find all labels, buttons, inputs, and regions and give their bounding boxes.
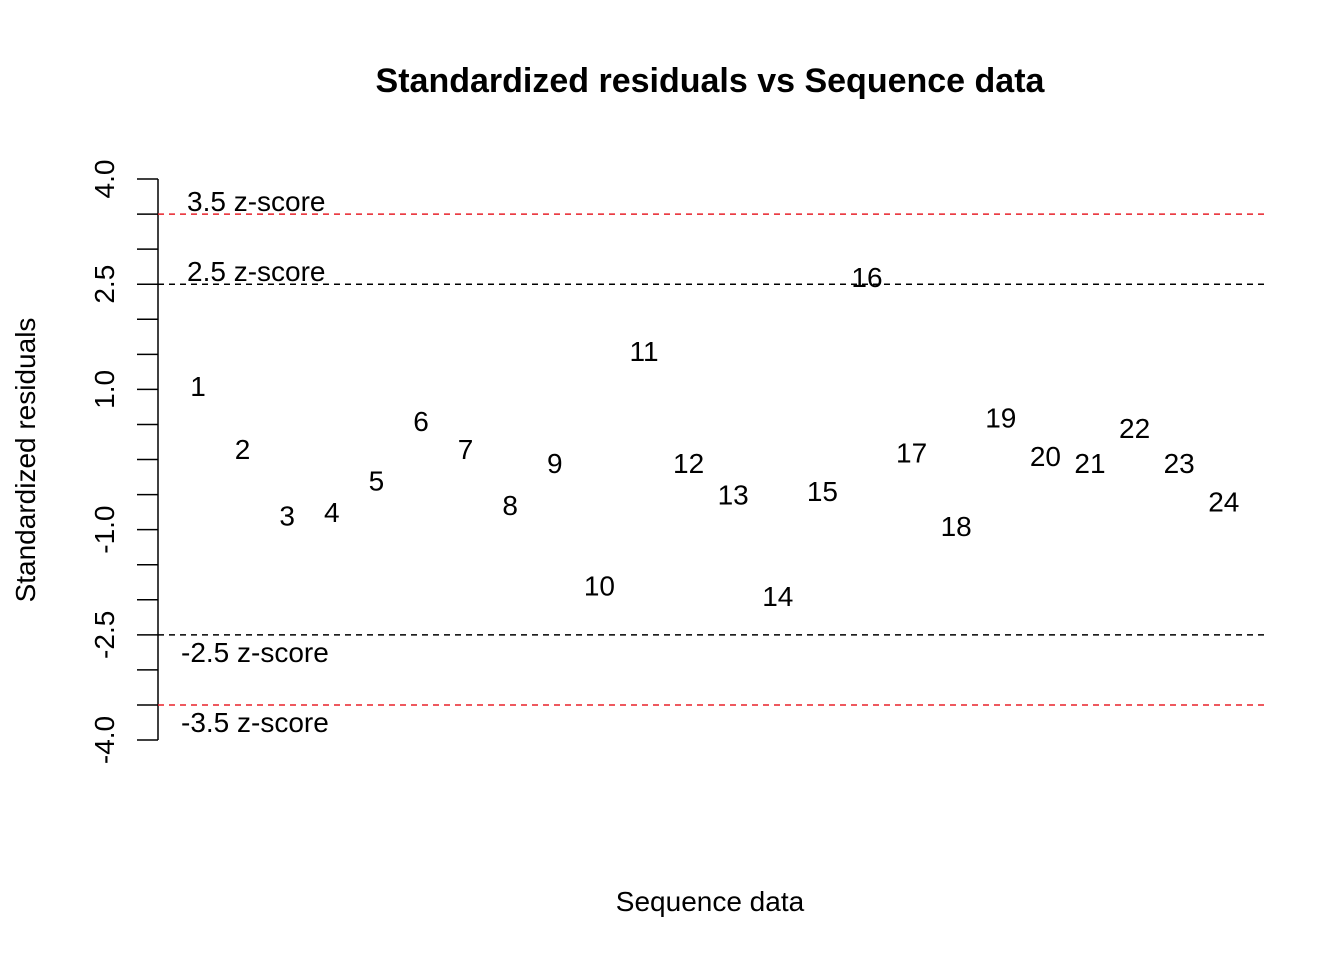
point-label: 23 (1164, 448, 1195, 479)
point-label: 12 (673, 448, 704, 479)
y-tick-label: 4.0 (89, 160, 120, 199)
reference-line-label: 2.5 z-score (187, 256, 326, 287)
point-label: 10 (584, 571, 615, 602)
point-label: 11 (629, 336, 658, 367)
y-tick-label: -1.0 (89, 506, 120, 554)
point-label: 13 (718, 480, 749, 511)
y-tick-label: 1.0 (89, 370, 120, 409)
y-tick-label: 2.5 (89, 265, 120, 304)
point-label: 5 (369, 466, 385, 497)
point-label: 6 (413, 406, 429, 437)
point-label: 24 (1208, 487, 1239, 518)
point-label: 20 (1030, 441, 1061, 472)
reference-line-label: 3.5 z-score (187, 186, 326, 217)
point-label: 19 (985, 402, 1016, 433)
point-label: 14 (762, 581, 793, 612)
point-label: 17 (896, 437, 927, 468)
point-label: 22 (1119, 413, 1150, 444)
reference-line-label: -2.5 z-score (181, 637, 329, 668)
point-label: 21 (1074, 448, 1105, 479)
point-label: 18 (941, 511, 972, 542)
reference-line-label: -3.5 z-score (181, 707, 329, 738)
y-axis: 4.0 2.5 1.0 -1.0 -2.5 -4.0 (89, 160, 159, 764)
x-axis-label: Sequence data (616, 886, 805, 917)
y-tick-label: -4.0 (89, 716, 120, 764)
point-label: 4 (324, 497, 340, 528)
point-label: 3 (279, 501, 295, 532)
point-label: 9 (547, 448, 563, 479)
chart-title: Standardized residuals vs Sequence data (376, 62, 1046, 100)
point-label: 2 (235, 434, 251, 465)
y-axis-label: Standardized residuals (10, 318, 41, 603)
point-label: 16 (851, 262, 882, 293)
point-label: 15 (807, 476, 838, 507)
point-label: 1 (190, 371, 206, 402)
y-tick-label: -2.5 (89, 611, 120, 659)
point-label: 8 (502, 490, 518, 521)
reference-lines: 3.5 z-score 2.5 z-score -2.5 z-score -3.5 z… (158, 186, 1265, 738)
point-label: 7 (458, 434, 474, 465)
